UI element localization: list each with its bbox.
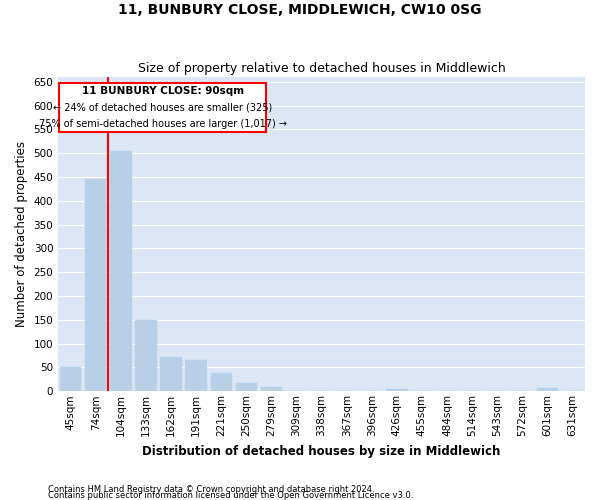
Bar (60, 368, 82, 392)
Text: ← 24% of detached houses are smaller (325): ← 24% of detached houses are smaller (32… (53, 102, 272, 113)
Text: 75% of semi-detached houses are larger (1,017) →: 75% of semi-detached houses are larger (… (39, 118, 287, 128)
Bar (136, 320, 157, 392)
Bar (110, 151, 131, 392)
Bar (261, 388, 282, 392)
Text: Contains HM Land Registry data © Crown copyright and database right 2024.: Contains HM Land Registry data © Crown c… (48, 484, 374, 494)
Text: 11 BUNBURY CLOSE: 90sqm: 11 BUNBURY CLOSE: 90sqm (82, 86, 244, 96)
FancyBboxPatch shape (59, 83, 266, 132)
Text: 11, BUNBURY CLOSE, MIDDLEWICH, CW10 0SG: 11, BUNBURY CLOSE, MIDDLEWICH, CW10 0SG (118, 2, 482, 16)
Bar (85, 180, 106, 392)
Y-axis label: Number of detached properties: Number of detached properties (15, 141, 28, 327)
Title: Size of property relative to detached houses in Middlewich: Size of property relative to detached ho… (138, 62, 505, 74)
Bar (386, 389, 407, 392)
Bar (160, 357, 182, 392)
X-axis label: Distribution of detached houses by size in Middlewich: Distribution of detached houses by size … (142, 444, 501, 458)
Bar (537, 388, 558, 392)
Bar (211, 373, 232, 392)
Bar (236, 382, 257, 392)
Text: Contains public sector information licensed under the Open Government Licence v3: Contains public sector information licen… (48, 490, 413, 500)
Bar (185, 360, 207, 392)
